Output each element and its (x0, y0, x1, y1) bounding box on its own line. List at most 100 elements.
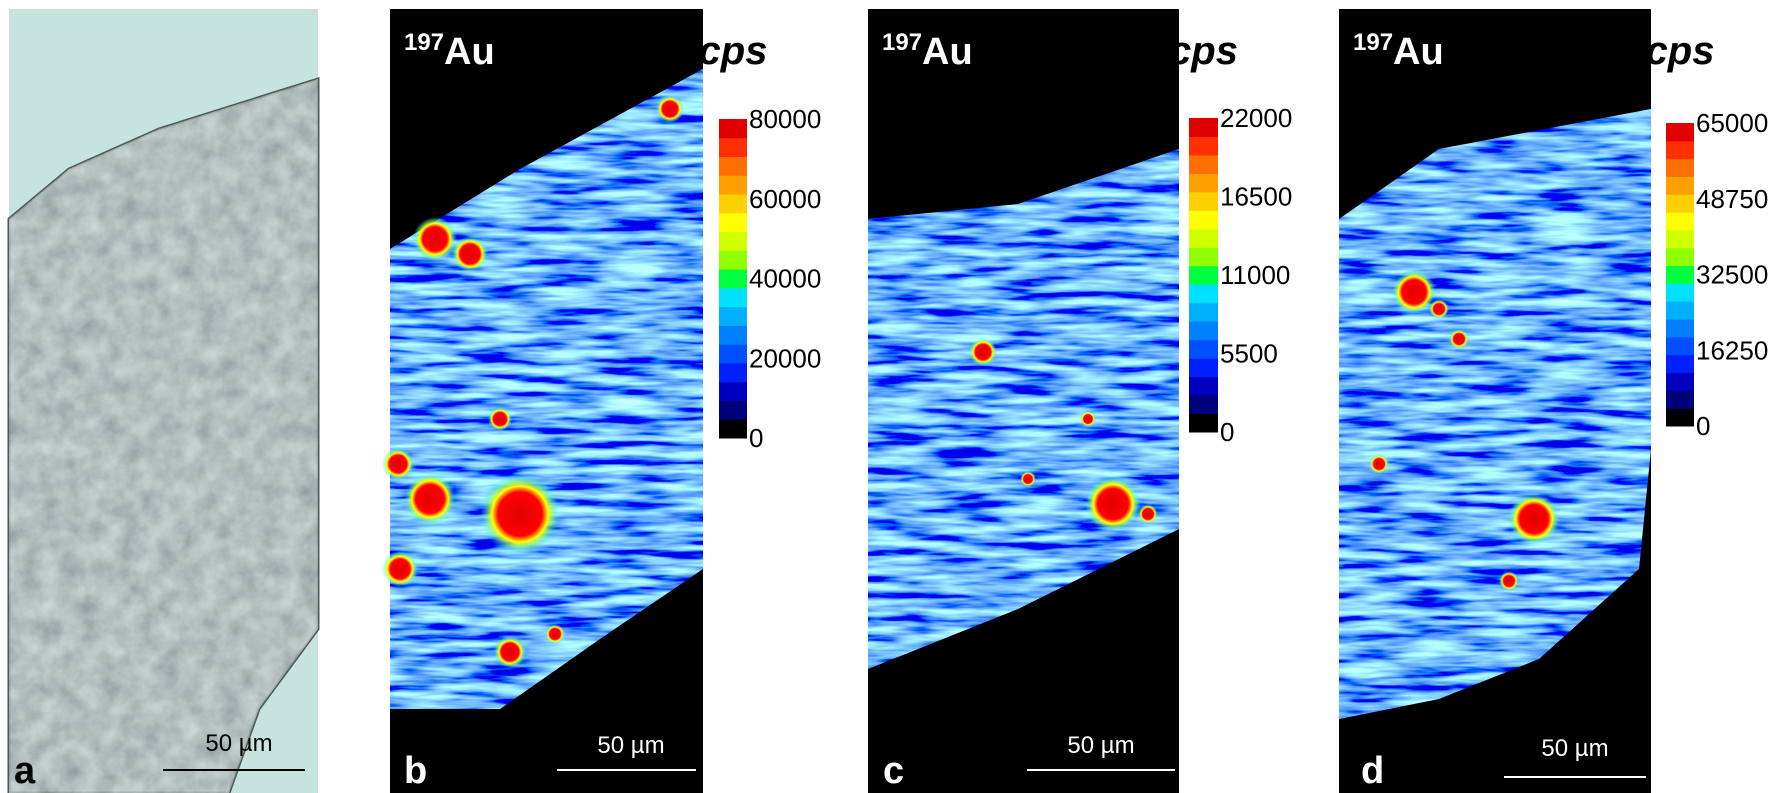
isotope-mass: 197 (882, 29, 922, 56)
map-texture (1339, 109, 1651, 719)
colorbar-segment (1189, 284, 1218, 304)
colorbar-segment (719, 212, 747, 233)
colorbar-segment (719, 119, 747, 139)
unit-label: cps (1169, 29, 1238, 73)
hotspot (1392, 270, 1436, 314)
colorbar-segment (719, 250, 747, 270)
isotope-mass: 197 (404, 29, 444, 56)
panel: 50 µm a (7, 9, 320, 793)
hotspot (1369, 454, 1389, 474)
colorbar-segment (1666, 301, 1694, 320)
colorbar-segment (1189, 210, 1218, 230)
map-texture (390, 69, 703, 709)
colorbar-segment (719, 400, 747, 420)
colorbar-tick-label: 40000 (749, 264, 821, 294)
hotspot (1138, 504, 1158, 524)
colorbar-tick-label: 16500 (1220, 182, 1292, 212)
element: Au (1393, 31, 1444, 73)
hotspot (488, 407, 512, 431)
colorbar-tick-label: 32500 (1696, 260, 1768, 290)
colorbar-segment (1189, 321, 1218, 341)
panel: 197Au cps 0 5500 11000 16500 22000 50 µm c (868, 9, 1292, 793)
colorbar-tick-label: 11000 (1220, 260, 1290, 290)
isotope-label: 197Au (1353, 29, 1444, 73)
unit-label: cps (1646, 29, 1715, 73)
colorbar-segment (1189, 395, 1218, 415)
isotope-mass: 197 (1353, 29, 1393, 56)
unit-label: cps (699, 29, 768, 73)
colorbar-tick-label: 65000 (1696, 108, 1768, 138)
colorbar-segment (1666, 372, 1694, 391)
isotope-label: 197Au (882, 29, 973, 73)
colorbar-segment (1666, 265, 1694, 284)
colorbar-segment (719, 175, 747, 195)
colorbar-segment (1666, 390, 1694, 409)
colorbar-segment (1189, 228, 1218, 248)
hotspot (656, 95, 684, 123)
hotspot (413, 217, 457, 261)
hotspot (452, 236, 488, 272)
hotspot (480, 474, 560, 554)
colorbar-segment (1666, 194, 1694, 213)
hotspot (1508, 493, 1560, 545)
colorbar-segment (1666, 140, 1694, 160)
hotspot (1449, 329, 1469, 349)
hotspot (1080, 411, 1096, 427)
colorbar-segment (1189, 118, 1218, 137)
hotspot (1499, 571, 1519, 591)
colorbar-segment (1666, 319, 1694, 338)
colorbar-segment (719, 306, 747, 326)
colorbar-tick-label: 20000 (749, 343, 821, 373)
colorbar-tick-label: 60000 (749, 184, 821, 214)
colorbar-segment (1189, 191, 1218, 211)
hotspot (1020, 471, 1036, 487)
colorbar-tick-label: 48750 (1696, 184, 1768, 214)
hotspot (494, 636, 526, 668)
panel-label: c (883, 750, 904, 792)
isotope-label: 197Au (404, 29, 495, 73)
hotspot (382, 448, 414, 480)
colorbar-segment (1189, 247, 1218, 267)
colorbar-segment (719, 381, 747, 401)
colorbar-segment (719, 419, 747, 439)
colorbar-segment (719, 325, 747, 345)
colorbar-segment (719, 287, 747, 308)
colorbar-segment (1666, 247, 1694, 267)
colorbar-segment (1666, 123, 1694, 142)
panel: 197Au cps 0 20000 40000 60000 80000 50 µm b (382, 9, 821, 793)
scale-bar-label: 50 µm (597, 732, 664, 759)
colorbar-segment (1189, 339, 1218, 359)
colorbar-segment (1189, 265, 1218, 285)
element: Au (922, 31, 973, 73)
colorbar-segment (719, 194, 747, 214)
panel-label: a (14, 750, 36, 792)
colorbar-segment (1666, 336, 1694, 356)
hotspot (545, 624, 565, 644)
hotspot (1429, 299, 1449, 319)
colorbar-segment (1666, 408, 1694, 427)
colorbar-segment (1666, 212, 1694, 231)
colorbar-segment (1666, 229, 1694, 249)
panel: 197Au cps 0 16250 32500 48750 65000 50 µm d (1339, 9, 1768, 793)
colorbar-segment (1666, 158, 1694, 177)
colorbar-segment (1189, 376, 1218, 396)
colorbar-segment (1189, 173, 1218, 193)
colorbar-segment (719, 137, 747, 158)
scale-bar-label: 50 µm (1541, 735, 1608, 762)
colorbar-segment (719, 156, 747, 176)
colorbar-segment (1189, 413, 1218, 433)
colorbar-tick-label: 22000 (1220, 103, 1292, 133)
colorbar-segment (1189, 136, 1218, 156)
colorbar-tick-label: 5500 (1220, 339, 1278, 369)
hotspot (969, 338, 997, 366)
colorbar-tick-label: 80000 (749, 104, 821, 134)
colorbar-segment (1666, 354, 1694, 374)
colorbar-segment (719, 269, 747, 289)
element: Au (444, 31, 495, 73)
hotspot (1085, 476, 1141, 532)
colorbar-tick-label: 16250 (1696, 335, 1768, 365)
map-texture (868, 149, 1179, 669)
colorbar-segment (1189, 302, 1218, 322)
colorbar-tick-label: 0 (1696, 411, 1710, 441)
